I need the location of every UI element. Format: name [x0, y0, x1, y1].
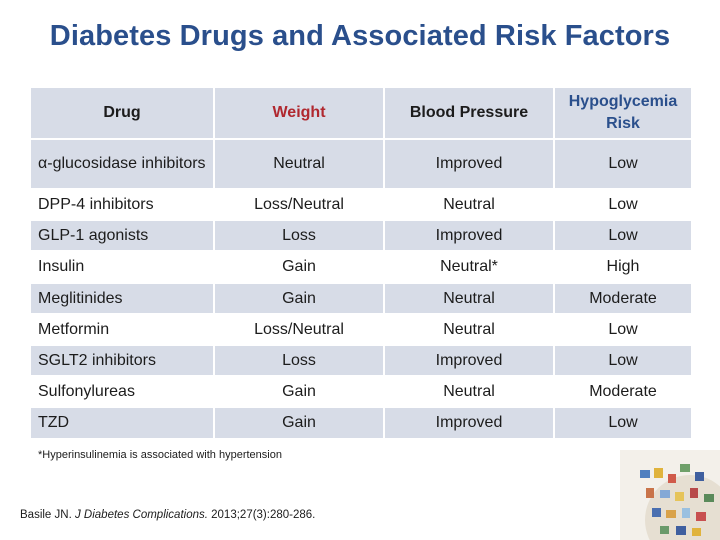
- citation: Basile JN. J Diabetes Complications. 201…: [20, 509, 315, 521]
- hypoglycemia-risk-cell: Low: [555, 408, 691, 440]
- table-row: α-glucosidase inhibitors Neutral Improved L…: [31, 140, 691, 190]
- hypoglycemia-risk-cell: Moderate: [555, 284, 691, 315]
- citation-journal: J Diabetes Complications.: [74, 509, 208, 521]
- weight-cell: Loss/Neutral: [215, 315, 385, 346]
- citation-details: 2013;27(3):280-286.: [211, 509, 316, 521]
- weight-cell: Gain: [215, 408, 385, 440]
- drug-name-cell: GLP-1 agonists: [31, 221, 215, 252]
- table-header-row: Drug Weight Blood Pressure Hypoglycemia …: [31, 88, 691, 140]
- table-row: Insulin Gain Neutral* High: [31, 252, 691, 284]
- hypoglycemia-risk-cell: High: [555, 252, 691, 284]
- drug-name-cell: Meglitinides: [31, 284, 215, 315]
- weight-cell: Gain: [215, 252, 385, 284]
- risk-factor-table: Drug Weight Blood Pressure Hypoglycemia …: [31, 88, 691, 440]
- drug-name-cell: SGLT2 inhibitors: [31, 346, 215, 377]
- header-weight: Weight: [215, 88, 385, 140]
- citation-author: Basile JN.: [20, 509, 72, 521]
- blood-pressure-cell: Neutral: [385, 190, 555, 221]
- weight-cell: Gain: [215, 377, 385, 408]
- blood-pressure-cell: Neutral: [385, 315, 555, 346]
- header-blood-pressure: Blood Pressure: [385, 88, 555, 140]
- table-body: α-glucosidase inhibitors Neutral Improved L…: [31, 140, 691, 440]
- table-row: Sulfonylureas Gain Neutral Moderate: [31, 377, 691, 408]
- table-row: TZD Gain Improved Low: [31, 408, 691, 440]
- table-row: Metformin Loss/Neutral Neutral Low: [31, 315, 691, 346]
- weight-cell: Gain: [215, 284, 385, 315]
- blood-pressure-cell: Improved: [385, 346, 555, 377]
- weight-cell: Neutral: [215, 140, 385, 190]
- drug-name-cell: TZD: [31, 408, 215, 440]
- drug-name-cell: DPP-4 inhibitors: [31, 190, 215, 221]
- drug-name-cell: Metformin: [31, 315, 215, 346]
- hypoglycemia-risk-cell: Low: [555, 190, 691, 221]
- table-row: DPP-4 inhibitors Loss/Neutral Neutral Low: [31, 190, 691, 221]
- hypoglycemia-risk-cell: Moderate: [555, 377, 691, 408]
- weight-cell: Loss: [215, 221, 385, 252]
- hypoglycemia-risk-cell: Low: [555, 140, 691, 190]
- blood-pressure-cell: Neutral*: [385, 252, 555, 284]
- blood-pressure-cell: Improved: [385, 408, 555, 440]
- table-row: SGLT2 inhibitors Loss Improved Low: [31, 346, 691, 377]
- hypoglycemia-risk-cell: Low: [555, 221, 691, 252]
- drug-name-cell: Insulin: [31, 252, 215, 284]
- blood-pressure-cell: Neutral: [385, 377, 555, 408]
- table-row: Meglitinides Gain Neutral Moderate: [31, 284, 691, 315]
- slide-title: Diabetes Drugs and Associated Risk Facto…: [49, 20, 671, 52]
- weight-cell: Loss: [215, 346, 385, 377]
- table-row: GLP-1 agonists Loss Improved Low: [31, 221, 691, 252]
- hypoglycemia-risk-cell: Low: [555, 346, 691, 377]
- header-drug: Drug: [31, 88, 215, 140]
- hypoglycemia-risk-cell: Low: [555, 315, 691, 346]
- drug-name-cell: α-glucosidase inhibitors: [31, 140, 215, 190]
- drug-name-cell: Sulfonylureas: [31, 377, 215, 408]
- header-hypoglycemia-risk: Hypoglycemia Risk: [555, 88, 691, 140]
- blood-pressure-cell: Neutral: [385, 284, 555, 315]
- blood-pressure-cell: Improved: [385, 221, 555, 252]
- blood-pressure-cell: Improved: [385, 140, 555, 190]
- footnote: *Hyperinsulinemia is associated with hyp…: [38, 449, 282, 461]
- weight-cell: Loss/Neutral: [215, 190, 385, 221]
- decorative-mosaic-art: [620, 450, 720, 540]
